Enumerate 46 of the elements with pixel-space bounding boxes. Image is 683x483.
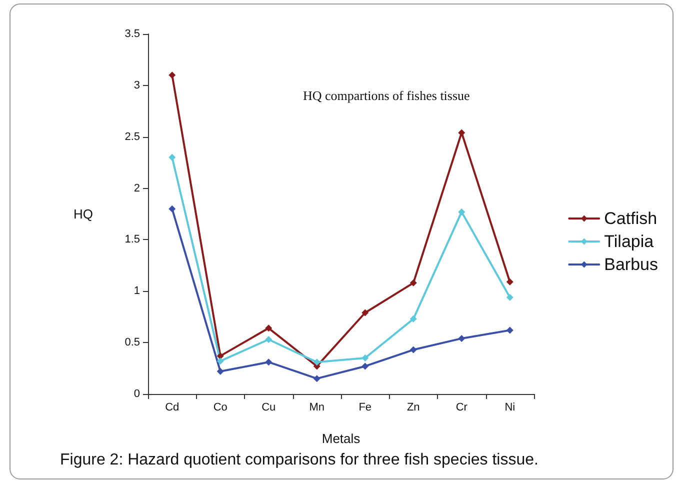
x-tick-label: Zn <box>406 402 420 414</box>
point <box>216 368 224 375</box>
point <box>313 358 320 366</box>
point <box>362 354 369 362</box>
point <box>216 352 224 360</box>
x-tick-label: Cr <box>456 402 468 414</box>
x-tick-label: Mn <box>309 402 325 414</box>
y-tick-label: 0.5 <box>124 336 140 349</box>
point <box>410 315 417 322</box>
x-tick-label: Cd <box>165 402 180 414</box>
point <box>265 324 272 332</box>
point <box>458 208 466 216</box>
text: HQ compartions of fishes tissue <box>303 88 470 103</box>
point <box>506 326 514 334</box>
point <box>216 358 224 365</box>
y-tick-label: 3 <box>134 79 140 92</box>
y-tick-label: 1.5 <box>124 234 140 246</box>
point <box>506 294 514 301</box>
legend-label: Tilapia <box>604 232 654 251</box>
point <box>362 362 369 370</box>
y-tick-label: 1 <box>134 285 140 298</box>
point <box>410 279 417 286</box>
point <box>458 334 466 342</box>
y-axis-title: HQ <box>74 206 93 222</box>
point <box>168 154 176 161</box>
point <box>362 309 369 316</box>
x-tick-label: Cu <box>262 402 276 414</box>
point <box>410 346 417 354</box>
x-tick-label: Fe <box>358 402 372 414</box>
legend-label: Catfish <box>604 209 658 228</box>
x-tick-label: Co <box>213 402 228 414</box>
y-tick-label: 2.5 <box>124 130 140 143</box>
point <box>313 375 320 382</box>
y-tick-label: 3.5 <box>124 28 140 40</box>
legend-label: Barbus <box>604 255 658 274</box>
x-tick-label: Ni <box>504 402 516 414</box>
point <box>458 129 466 136</box>
point <box>168 205 176 212</box>
point <box>265 336 272 343</box>
y-tick-label: 0 <box>134 388 140 400</box>
x-axis-title: Metals <box>322 431 361 446</box>
point <box>506 278 514 286</box>
y-tick-label: 2 <box>134 182 140 194</box>
point <box>168 72 176 79</box>
point <box>265 358 272 366</box>
caption: Figure 2: Hazard quotient comparisons for three fish species tissue. <box>60 452 538 468</box>
